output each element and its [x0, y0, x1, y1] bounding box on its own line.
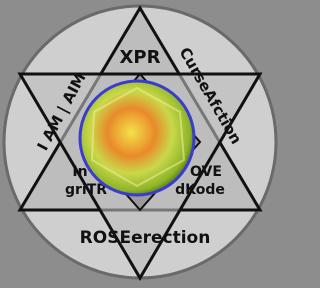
middle-right-label: OVE: [190, 164, 222, 180]
middle-left-label: In: [72, 164, 87, 180]
logo: XPR CurseAfction I AM | AIM In griTR OVE…: [0, 0, 280, 284]
middle-left-label: griTR: [65, 182, 107, 198]
gem: [80, 81, 194, 195]
middle-right-label: dKode: [175, 182, 225, 198]
page: XPR CurseAfction I AM | AIM In griTR OVE…: [0, 0, 280, 284]
bottom-label: ROSEerection: [80, 228, 211, 248]
top-label: XPR: [120, 47, 161, 68]
